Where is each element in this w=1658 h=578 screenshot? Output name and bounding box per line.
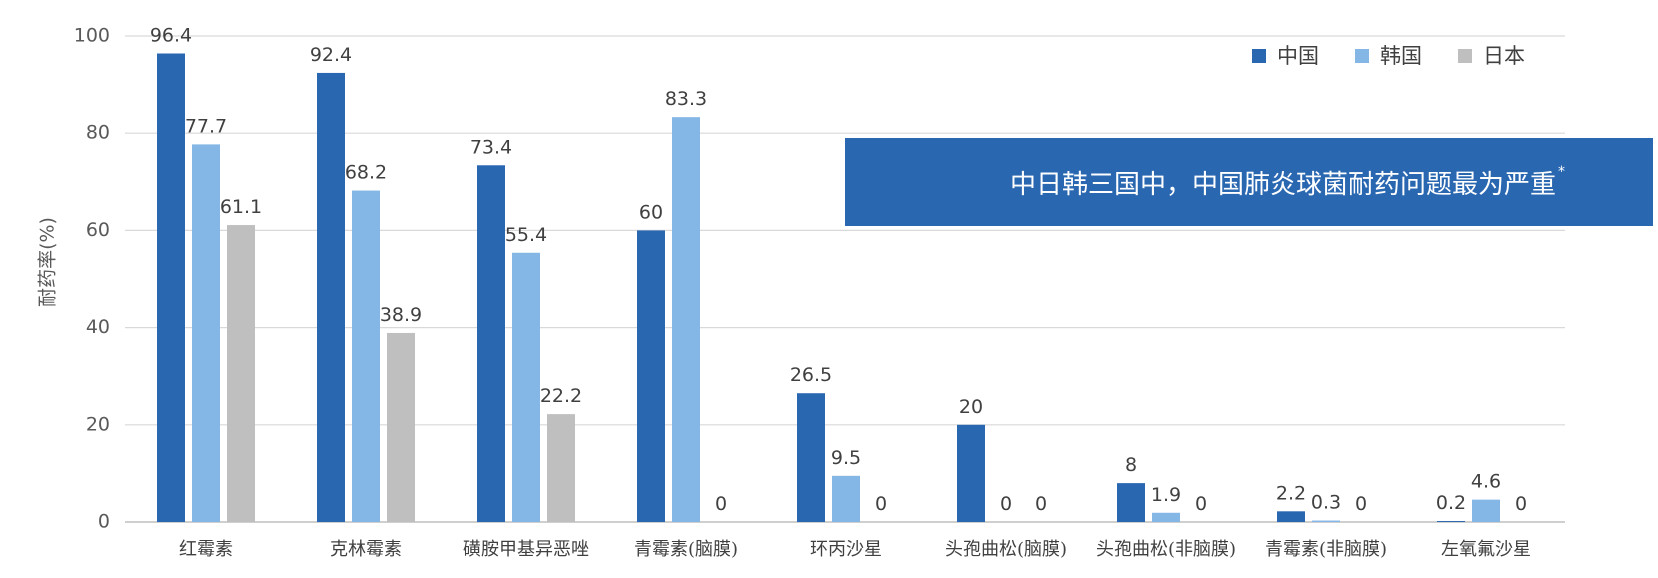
category-label: 头孢曲松(脑膜) [945, 539, 1067, 560]
legend-label: 中国 [1277, 44, 1319, 68]
category-label: 克林霉素 [330, 539, 402, 560]
data-label: 0 [875, 493, 887, 515]
data-label: 0 [1000, 493, 1012, 515]
y-tick-label: 100 [74, 25, 110, 47]
data-label: 8 [1125, 454, 1137, 476]
bar [832, 475, 860, 522]
bar [352, 190, 380, 522]
data-label: 9.5 [831, 447, 861, 469]
bar [227, 225, 255, 522]
x-axis-categories: 红霉素 克林霉素 磺胺甲基异恶唑 青霉素(脑膜) 环丙沙星 头孢曲松(脑膜) 头孢曲松(非脑… [179, 539, 1531, 560]
data-label: 0 [1355, 493, 1367, 515]
legend-label: 日本 [1483, 44, 1525, 68]
legend-swatch [1252, 49, 1266, 63]
bar [672, 117, 700, 523]
y-tick-label: 80 [86, 122, 110, 144]
bar [387, 332, 415, 522]
bars [157, 53, 1500, 523]
data-label: 83.3 [665, 88, 707, 110]
category-label: 红霉素 [179, 539, 233, 560]
data-label: 55.4 [505, 224, 547, 246]
bar [1152, 512, 1180, 522]
legend-item: 韩国 [1355, 44, 1422, 68]
y-axis-label: 耐药率(%) [37, 217, 59, 307]
banner-text: 中日韩三国中，中国肺炎球菌耐药问题最为严重 [1009, 169, 1556, 200]
bar [1472, 499, 1500, 522]
data-label: 61.1 [220, 196, 262, 218]
y-axis-ticks: 0 20 40 60 80 100 [74, 25, 110, 533]
data-label: 4.6 [1471, 471, 1501, 493]
data-label: 0 [715, 493, 727, 515]
data-label: 38.9 [380, 304, 422, 326]
data-label: 92.4 [310, 44, 352, 66]
legend-item: 中国 [1252, 44, 1319, 68]
bar [797, 393, 825, 522]
data-label: 0.3 [1311, 492, 1341, 514]
category-label: 磺胺甲基异恶唑 [463, 539, 589, 560]
bar [317, 72, 345, 522]
bar [192, 144, 220, 523]
data-label: 20 [959, 396, 983, 418]
y-tick-label: 20 [86, 413, 110, 435]
bar [512, 252, 540, 523]
bar [1277, 511, 1305, 522]
data-label: 0 [1195, 493, 1207, 515]
legend: 中国 韩国 日本 [1252, 44, 1525, 68]
category-label: 左氧氟沙星 [1441, 539, 1531, 560]
bar [1437, 521, 1465, 522]
data-label: 60 [639, 201, 663, 223]
bar [1117, 483, 1145, 522]
data-label: 1.9 [1151, 484, 1181, 506]
data-label: 0 [1515, 493, 1527, 515]
data-label: 0.2 [1436, 492, 1466, 514]
legend-swatch [1458, 49, 1472, 63]
legend-swatch [1355, 49, 1369, 63]
data-labels: 96.4 77.7 61.1 92.4 68.2 38.9 73.4 55.4 22.2 60 83… [150, 24, 1527, 515]
category-label: 青霉素(脑膜) [634, 539, 738, 560]
data-label: 77.7 [185, 115, 227, 137]
y-tick-label: 40 [86, 316, 110, 338]
data-label: 73.4 [470, 136, 512, 158]
bar [957, 424, 985, 522]
bar [547, 414, 575, 522]
data-label: 22.2 [540, 385, 582, 407]
bar [157, 53, 185, 522]
legend-label: 韩国 [1380, 44, 1422, 68]
legend-item: 日本 [1458, 44, 1525, 68]
banner-footnote-marker: * [1558, 164, 1565, 180]
y-tick-label: 0 [98, 511, 110, 533]
bar [637, 230, 665, 522]
highlight-banner: 中日韩三国中，中国肺炎球菌耐药问题最为严重 * [845, 138, 1653, 226]
data-label: 0 [1035, 493, 1047, 515]
data-label: 96.4 [150, 24, 192, 46]
y-tick-label: 60 [86, 219, 110, 241]
data-label: 2.2 [1276, 482, 1306, 504]
bar [477, 165, 505, 522]
data-label: 68.2 [345, 162, 387, 184]
category-label: 青霉素(非脑膜) [1265, 539, 1387, 560]
category-label: 环丙沙星 [810, 539, 882, 560]
data-label: 26.5 [790, 364, 832, 386]
category-label: 头孢曲松(非脑膜) [1096, 539, 1236, 560]
bar [1312, 520, 1340, 522]
